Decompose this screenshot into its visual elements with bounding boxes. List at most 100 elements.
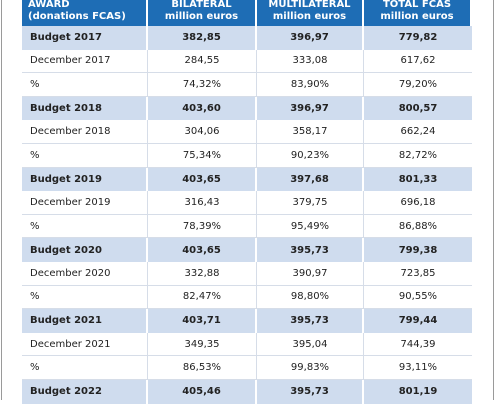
header-subtitle: million euros bbox=[272, 11, 347, 22]
cell-text: 379,75 bbox=[292, 196, 328, 208]
cell-text: 799,38 bbox=[398, 244, 438, 256]
cell-text: 801,33 bbox=[398, 173, 438, 185]
table-cell: 358,17 bbox=[257, 120, 364, 144]
cell-text: 403,71 bbox=[182, 315, 221, 327]
cell-text: 617,62 bbox=[400, 55, 436, 67]
cell-text: 397,68 bbox=[290, 173, 329, 185]
table-cell: 74,32% bbox=[148, 73, 257, 97]
cell-text: 90,55% bbox=[398, 291, 438, 303]
cell-text: 95,49% bbox=[290, 220, 330, 232]
cell-text: 93,11% bbox=[398, 362, 438, 374]
cell-text: 395,73 bbox=[290, 315, 329, 327]
cell-text: 86,88% bbox=[398, 220, 438, 232]
table-cell: 395,73 bbox=[257, 309, 364, 333]
table-cell: 801,33 bbox=[364, 167, 472, 192]
cell-text: 74,32% bbox=[182, 78, 222, 90]
cell-text: 395,73 bbox=[290, 244, 329, 256]
cell-text: 799,44 bbox=[398, 315, 438, 327]
table-cell: 86,53% bbox=[148, 356, 257, 380]
table-cell: Budget 2022 bbox=[22, 380, 148, 404]
table-cell: 316,43 bbox=[148, 191, 257, 215]
table-cell: 82,72% bbox=[364, 144, 472, 168]
table-cell: December 2017 bbox=[22, 49, 148, 74]
table-cell: 799,44 bbox=[364, 309, 472, 333]
cell-text: 304,06 bbox=[184, 126, 220, 138]
table-cell: 390,97 bbox=[257, 262, 364, 286]
table-cell: 379,75 bbox=[257, 191, 364, 215]
table-cell: December 2019 bbox=[22, 191, 148, 215]
table-cell: 779,82 bbox=[364, 26, 472, 50]
cell-text: 82,47% bbox=[182, 291, 222, 303]
table-cell: December 2021 bbox=[22, 332, 148, 357]
cell-text: December 2017 bbox=[30, 55, 111, 67]
table-cell: 395,73 bbox=[257, 380, 364, 404]
header-cell: MULTILATERAL million euros bbox=[257, 0, 364, 26]
cell-text: 79,20% bbox=[398, 78, 438, 90]
table-cell: 617,62 bbox=[364, 49, 472, 74]
table-cell: 349,35 bbox=[148, 332, 257, 357]
table: AWARD (donations FCAS) BILATERAL million eu… bbox=[22, 0, 472, 404]
table-cell: 382,85 bbox=[148, 26, 257, 50]
header-subtitle: million euros bbox=[164, 11, 239, 22]
cell-text: 405,46 bbox=[182, 386, 221, 398]
cell-text: 99,83% bbox=[290, 362, 330, 374]
table-cell: 333,08 bbox=[257, 49, 364, 74]
table-cell: 83,90% bbox=[257, 73, 364, 97]
table-cell: 98,80% bbox=[257, 285, 364, 310]
table-cell: 723,85 bbox=[364, 262, 472, 286]
table-cell: 95,49% bbox=[257, 214, 364, 239]
cell-text: 396,97 bbox=[290, 103, 329, 115]
cell-text: 403,65 bbox=[182, 244, 221, 256]
table-cell: Budget 2018 bbox=[22, 96, 148, 121]
header-title: MULTILATERAL bbox=[268, 0, 351, 10]
table-cell: 99,83% bbox=[257, 356, 364, 380]
cell-text: Budget 2020 bbox=[30, 244, 102, 256]
table-cell: Budget 2021 bbox=[22, 309, 148, 333]
table-cell: 744,39 bbox=[364, 332, 472, 357]
cell-text: 82,72% bbox=[398, 149, 438, 161]
cell-text: 83,90% bbox=[290, 78, 330, 90]
table-cell: % bbox=[22, 73, 148, 97]
table-cell: December 2020 bbox=[22, 262, 148, 286]
cell-text: 75,34% bbox=[182, 149, 222, 161]
table-cell: 403,65 bbox=[148, 238, 257, 262]
cell-text: 395,73 bbox=[290, 386, 329, 398]
header-subtitle: million euros bbox=[380, 11, 454, 22]
table-cell: 405,46 bbox=[148, 380, 257, 404]
cell-text: Budget 2017 bbox=[30, 32, 102, 44]
cell-text: 744,39 bbox=[400, 338, 436, 350]
cell-text: Budget 2022 bbox=[30, 386, 102, 398]
header-cell: TOTAL FCAS million euros bbox=[364, 0, 472, 26]
table-cell: 403,65 bbox=[148, 167, 257, 192]
cell-text: 284,55 bbox=[184, 55, 220, 67]
table-cell: 395,73 bbox=[257, 238, 364, 262]
table-cell: Budget 2017 bbox=[22, 26, 148, 50]
table-cell: 86,88% bbox=[364, 214, 472, 239]
cell-text: 382,85 bbox=[182, 32, 221, 44]
header-title: AWARD bbox=[28, 0, 70, 10]
cell-text: 333,08 bbox=[292, 55, 328, 67]
table-cell: 284,55 bbox=[148, 49, 257, 74]
table-cell: 395,04 bbox=[257, 332, 364, 357]
header-cell: BILATERAL million euros bbox=[148, 0, 257, 26]
cell-text: 403,65 bbox=[182, 173, 221, 185]
header-cell: AWARD (donations FCAS) bbox=[22, 0, 148, 26]
cell-text: Budget 2019 bbox=[30, 173, 102, 185]
table-cell: 396,97 bbox=[257, 26, 364, 50]
table-cell: Budget 2019 bbox=[22, 167, 148, 192]
cell-text: % bbox=[30, 78, 40, 90]
cell-text: 86,53% bbox=[182, 362, 222, 374]
table-cell: 801,19 bbox=[364, 380, 472, 404]
cell-text: % bbox=[30, 291, 40, 303]
table-cell: 90,23% bbox=[257, 144, 364, 168]
cell-text: 349,35 bbox=[184, 338, 220, 350]
cell-text: 800,57 bbox=[398, 103, 438, 115]
table-cell: 662,24 bbox=[364, 120, 472, 144]
table-cell: 696,18 bbox=[364, 191, 472, 215]
table-cell: 75,34% bbox=[148, 144, 257, 168]
cell-text: 801,19 bbox=[398, 386, 438, 398]
cell-text: 696,18 bbox=[400, 196, 436, 208]
cell-text: December 2021 bbox=[30, 338, 111, 350]
cell-text: 723,85 bbox=[400, 267, 436, 279]
